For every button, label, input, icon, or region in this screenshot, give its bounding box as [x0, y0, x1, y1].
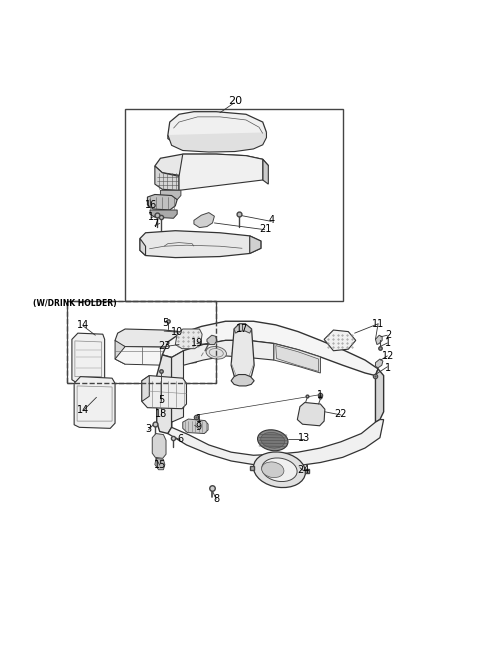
Text: 1: 1: [148, 212, 154, 222]
Text: 6: 6: [177, 433, 183, 444]
Text: 5: 5: [158, 395, 164, 405]
Polygon shape: [324, 330, 356, 351]
Polygon shape: [274, 343, 321, 373]
Polygon shape: [231, 374, 254, 386]
Polygon shape: [297, 403, 325, 426]
Polygon shape: [115, 329, 201, 347]
Polygon shape: [152, 433, 166, 458]
Text: 13: 13: [298, 433, 310, 443]
Polygon shape: [175, 329, 202, 349]
Polygon shape: [140, 230, 261, 257]
Bar: [67, 300, 216, 383]
Text: 9: 9: [196, 422, 202, 432]
Polygon shape: [375, 369, 384, 422]
Text: 15: 15: [154, 460, 166, 470]
Polygon shape: [162, 321, 378, 376]
Text: 23: 23: [159, 341, 171, 351]
Text: 3: 3: [145, 424, 152, 434]
Polygon shape: [207, 335, 217, 345]
Polygon shape: [196, 333, 201, 363]
Ellipse shape: [261, 432, 285, 448]
Polygon shape: [168, 112, 266, 148]
Polygon shape: [168, 132, 266, 152]
Polygon shape: [234, 324, 252, 333]
Text: 7: 7: [152, 220, 158, 230]
Bar: [67, 300, 216, 383]
Text: 1: 1: [317, 390, 324, 400]
Ellipse shape: [253, 452, 305, 488]
Polygon shape: [155, 154, 268, 176]
Polygon shape: [72, 333, 105, 384]
Polygon shape: [179, 154, 263, 190]
Polygon shape: [250, 236, 261, 253]
Polygon shape: [160, 190, 181, 200]
Text: 4: 4: [269, 215, 275, 225]
Text: 16: 16: [145, 200, 157, 210]
Polygon shape: [231, 324, 254, 382]
Text: 5: 5: [162, 318, 168, 328]
Text: 20: 20: [228, 96, 242, 106]
Polygon shape: [276, 345, 319, 372]
Ellipse shape: [262, 458, 297, 482]
Text: 12: 12: [382, 351, 394, 361]
Polygon shape: [375, 359, 383, 368]
Polygon shape: [150, 210, 177, 218]
Polygon shape: [74, 376, 115, 428]
Text: 1: 1: [196, 413, 202, 423]
Polygon shape: [155, 458, 165, 470]
Polygon shape: [168, 419, 384, 466]
Polygon shape: [183, 341, 274, 366]
Text: 11: 11: [372, 319, 384, 329]
Polygon shape: [142, 376, 149, 401]
Text: 14: 14: [77, 320, 89, 330]
Polygon shape: [115, 341, 125, 364]
Text: 2: 2: [385, 330, 391, 340]
Polygon shape: [183, 419, 208, 433]
Polygon shape: [147, 194, 177, 210]
Polygon shape: [140, 239, 145, 255]
Polygon shape: [156, 355, 172, 433]
Ellipse shape: [232, 349, 252, 360]
Polygon shape: [263, 159, 268, 184]
Ellipse shape: [262, 462, 284, 478]
Text: 19: 19: [191, 338, 203, 348]
Text: 10: 10: [171, 327, 183, 337]
Polygon shape: [115, 345, 201, 366]
Text: 1: 1: [385, 338, 391, 348]
Text: 21: 21: [260, 224, 272, 234]
Polygon shape: [375, 335, 382, 345]
Text: 17: 17: [236, 324, 249, 334]
Ellipse shape: [258, 430, 288, 451]
Text: 14: 14: [77, 405, 89, 415]
Text: 8: 8: [213, 494, 219, 504]
Polygon shape: [172, 351, 183, 427]
Polygon shape: [155, 166, 179, 190]
Text: 1: 1: [385, 363, 391, 373]
Text: (W/DRINK HOLDER): (W/DRINK HOLDER): [33, 298, 117, 308]
Ellipse shape: [206, 347, 227, 359]
Text: 22: 22: [335, 409, 347, 419]
Polygon shape: [142, 376, 186, 409]
Text: 24: 24: [298, 465, 310, 474]
Text: 18: 18: [155, 409, 168, 419]
Bar: [125, 109, 343, 300]
Polygon shape: [194, 212, 215, 228]
